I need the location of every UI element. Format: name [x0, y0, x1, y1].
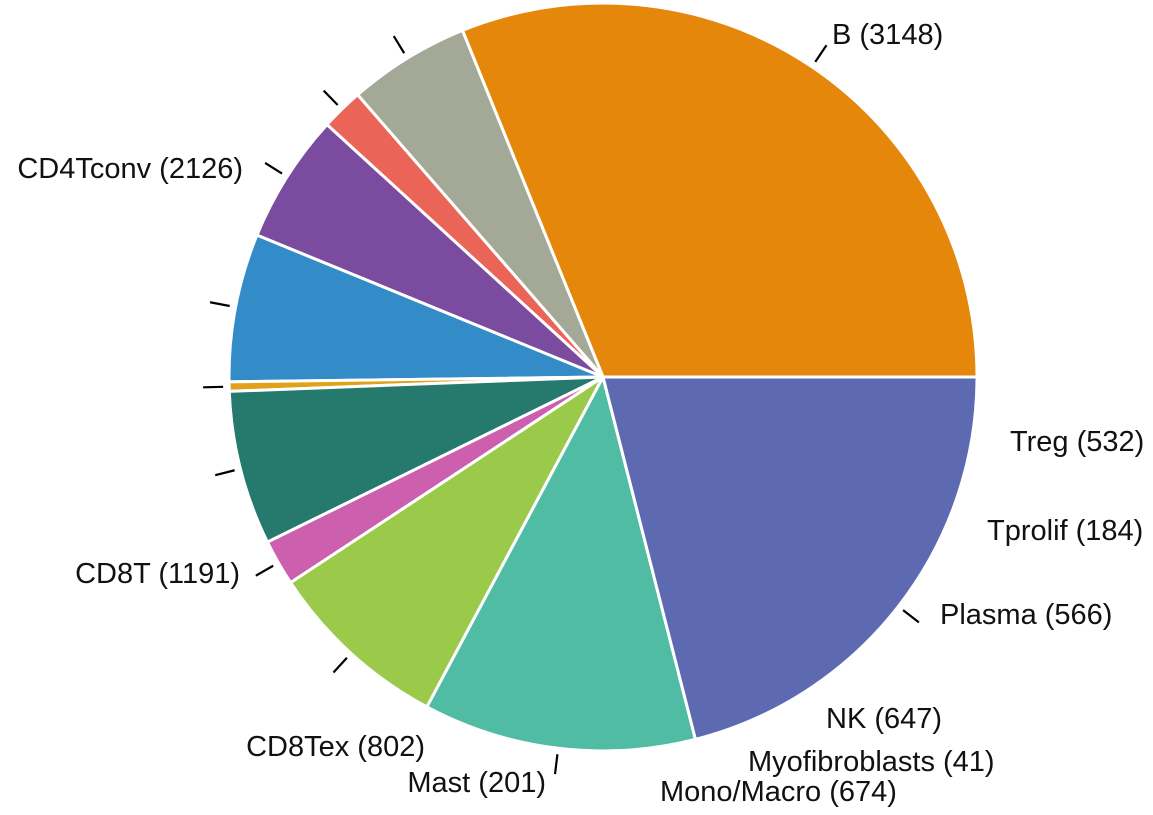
leader-line	[209, 301, 230, 308]
slice-label: CD8Tex (802)	[246, 731, 425, 763]
slice-label: Mono/Macro (674)	[660, 776, 897, 808]
slice-label: Tprolif (184)	[987, 515, 1143, 547]
pie-slices	[227, 1, 979, 753]
leader-line	[264, 161, 283, 175]
pie-slice	[227, 375, 605, 544]
pie-slice	[460, 1, 979, 379]
slice-labels: B (3148) Treg (532) Tprolif (184) Plasma (5…	[17, 19, 1144, 808]
pie-slice	[289, 375, 605, 709]
leader-line	[553, 754, 559, 775]
slice-label: NK (647)	[826, 703, 942, 735]
leader-line	[203, 385, 224, 389]
slice-label: CD4Tconv (2126)	[17, 153, 243, 185]
leader-lines	[203, 35, 920, 775]
slice-label: Myofibroblasts (41)	[748, 746, 995, 778]
leader-line	[814, 44, 828, 63]
slice-label: Treg (532)	[1010, 426, 1144, 458]
pie-slice	[425, 375, 697, 753]
slice-label: Mast (201)	[407, 767, 546, 799]
slice-label: B (3148)	[832, 19, 943, 51]
leader-line	[902, 609, 920, 624]
pie-slice	[227, 233, 605, 384]
pie-slice	[601, 375, 979, 741]
slice-label: CD8T (1191)	[75, 558, 240, 590]
pie-slice	[255, 123, 605, 379]
leader-line	[255, 564, 274, 577]
leader-line	[332, 657, 348, 674]
leader-line	[322, 89, 339, 106]
leader-line	[214, 469, 235, 477]
leader-line	[392, 35, 406, 54]
slice-label: Plasma (566)	[940, 599, 1112, 631]
